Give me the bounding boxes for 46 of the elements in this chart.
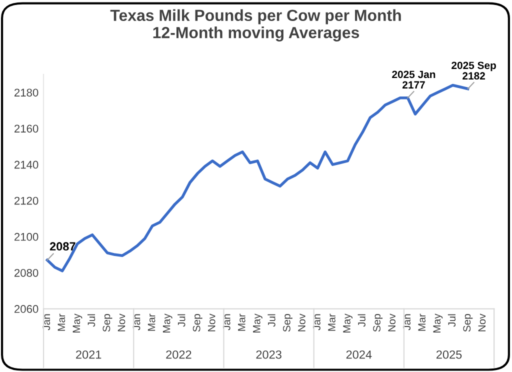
text: 2024 [346, 350, 372, 359]
text: 2025 [436, 350, 462, 359]
x-tick-label: Jan [42, 314, 50, 330]
data-label: 2025 Sep 2182 [452, 62, 496, 80]
y-tick-label: 2160 [14, 124, 38, 133]
data-label: 2087 [50, 242, 76, 251]
x-tick-label: Nov [388, 314, 396, 332]
x-tick-label: Jan [223, 314, 230, 330]
x-tick-label: Jan [132, 314, 140, 330]
x-tick-label: May [253, 314, 262, 332]
x-tick-label: Mar [238, 314, 246, 331]
x-tick-label: Jan [403, 314, 411, 330]
x-tick-label: Jul [358, 314, 366, 327]
y-tick-label: 2080 [14, 268, 38, 277]
x-tick-label: Sep [463, 314, 473, 332]
y-tick-label: 2100 [14, 232, 38, 241]
x-tick-label: Mar [58, 314, 66, 331]
x-tick-label: Mar [418, 314, 426, 331]
x-tick-label: May [72, 314, 82, 332]
x-tick-label: May [343, 314, 353, 332]
x-tick-label: Jul [268, 314, 276, 327]
text: 2023 [256, 350, 282, 359]
x-tick-label: May [162, 314, 172, 332]
x-tick-label: Sep [282, 314, 292, 332]
y-tick-label: 2140 [14, 160, 38, 169]
x-tick-label: Nov [118, 314, 126, 332]
y-tick-label: 2120 [14, 196, 38, 205]
x-tick-label: Sep [373, 314, 383, 332]
data-label: 2025 Jan 2177 [392, 70, 436, 88]
y-tick-label: 2180 [14, 88, 38, 97]
x-tick-label: Mar [148, 314, 156, 331]
text: 2021 [76, 350, 102, 359]
x-tick-label: Mar [328, 314, 336, 331]
x-tick-label: May [433, 314, 443, 332]
x-tick-label: Sep [192, 314, 202, 332]
chart-title: Texas Milk Pounds per Cow per Month 12-Month moving Averages [110, 9, 401, 42]
x-tick-label: Jan [313, 314, 320, 330]
y-tick-label: 2060 [14, 305, 38, 313]
x-tick-label: Jul [87, 314, 96, 327]
x-tick-label: Sep [102, 314, 112, 332]
x-tick-label: Nov [478, 314, 486, 332]
x-tick-label: Nov [298, 314, 306, 332]
text: 2022 [166, 350, 192, 359]
x-tick-label: Jul [178, 314, 186, 327]
x-tick-label: Nov [208, 314, 216, 332]
x-tick-label: Jul [448, 314, 456, 327]
